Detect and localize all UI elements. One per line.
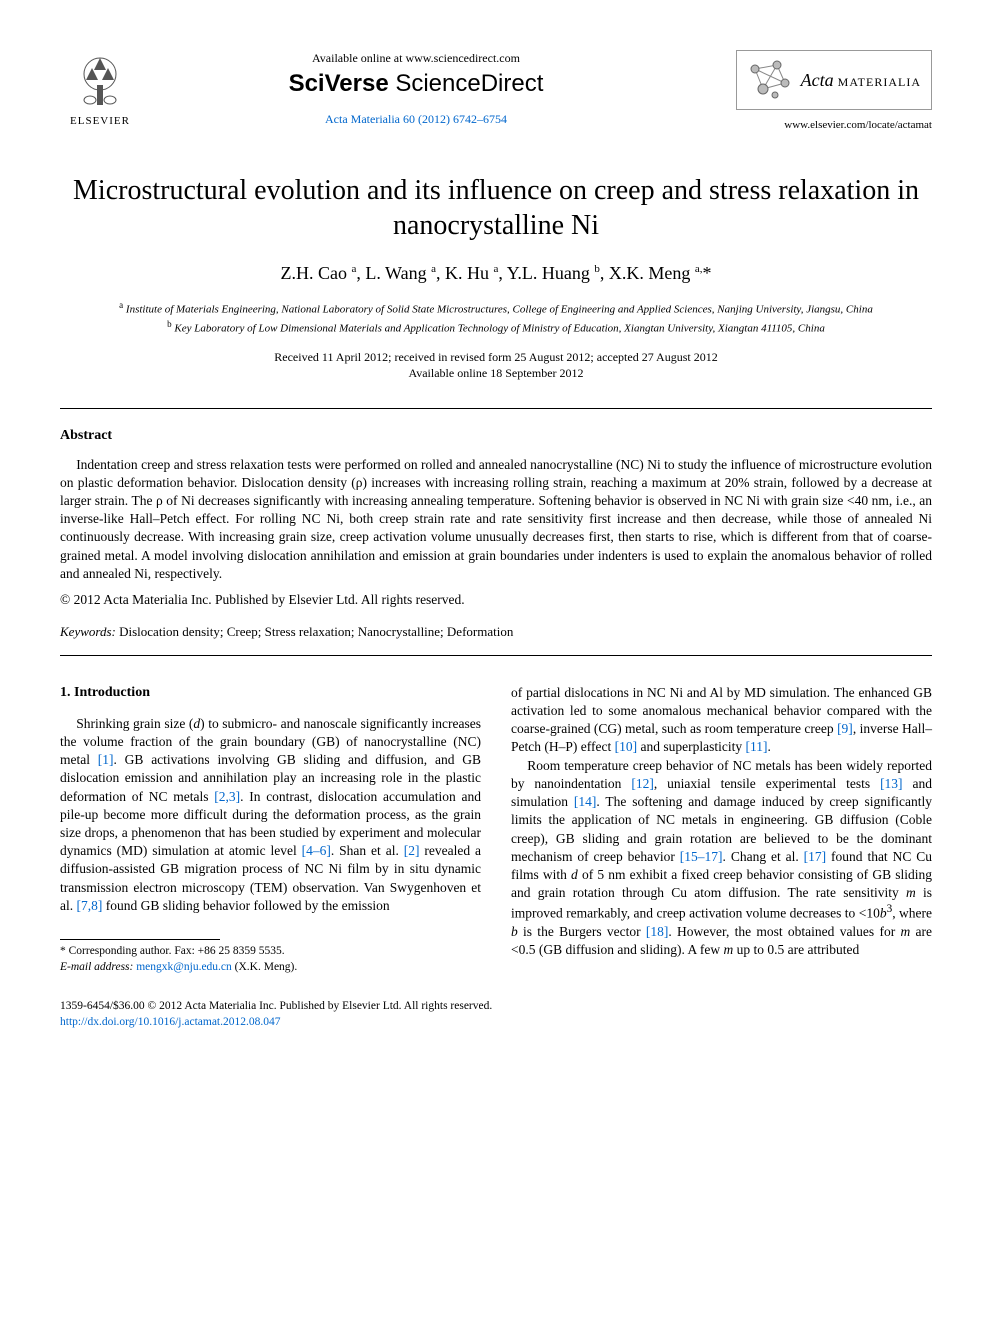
rule-bottom (60, 655, 932, 656)
elsevier-logo: ELSEVIER (60, 50, 140, 129)
affiliations: a Institute of Materials Engineering, Na… (60, 299, 932, 337)
email-line: E-mail address: mengxk@nju.edu.cn (X.K. … (60, 960, 481, 976)
ref-link[interactable]: [9] (837, 721, 853, 736)
journal-network-icon (747, 57, 793, 103)
journal-mark: Acta MATERIALIA (736, 50, 932, 110)
ref-link[interactable]: [15–17] (680, 849, 723, 864)
ref-link[interactable]: [13] (880, 776, 903, 791)
ref-link[interactable]: [14] (574, 794, 597, 809)
footnotes: * Corresponding author. Fax: +86 25 8359… (60, 944, 481, 975)
ref-link[interactable]: [4–6] (302, 843, 331, 858)
ref-link[interactable]: [17] (804, 849, 827, 864)
journal-url: www.elsevier.com/locate/actamat (692, 118, 932, 133)
section-1-heading: 1. Introduction (60, 684, 481, 703)
author-list: Z.H. Cao a, L. Wang a, K. Hu a, Y.L. Hua… (60, 261, 932, 285)
ref-link[interactable]: [12] (631, 776, 654, 791)
journal-name-italic: Acta (801, 70, 834, 90)
sciverse-bold: SciVerse (289, 70, 389, 97)
affiliation-a: Institute of Materials Engineering, Nati… (126, 304, 873, 316)
email-label: E-mail address: (60, 961, 136, 973)
corresponding-author: * Corresponding author. Fax: +86 25 8359… (60, 944, 481, 960)
rule-top (60, 408, 932, 409)
ref-link[interactable]: [2,3] (214, 789, 240, 804)
elsevier-tree-icon (70, 50, 130, 110)
footnote-rule (60, 939, 220, 940)
ref-link[interactable]: [10] (615, 739, 638, 754)
intro-para-right-2: Room temperature creep behavior of NC me… (511, 757, 932, 960)
keywords-label: Keywords: (60, 624, 116, 639)
sciverse-logo: SciVerse ScienceDirect (164, 68, 668, 100)
abstract-block: Abstract Indentation creep and stress re… (60, 427, 932, 610)
citation-link[interactable]: Acta Materialia 60 (2012) 6742–6754 (325, 112, 507, 126)
column-right: of partial dislocations in NC Ni and Al … (511, 684, 932, 975)
abstract-text: Indentation creep and stress relaxation … (60, 456, 932, 584)
journal-name-caps: MATERIALIA (834, 75, 921, 89)
date-block: Received 11 April 2012; received in revi… (60, 349, 932, 381)
journal-name: Acta MATERIALIA (801, 68, 921, 92)
ref-link[interactable]: [7,8] (77, 898, 103, 913)
paper-title: Microstructural evolution and its influe… (60, 173, 932, 243)
bottom-meta: 1359-6454/$36.00 © 2012 Acta Materialia … (60, 999, 932, 1030)
available-online-text: Available online at www.sciencedirect.co… (164, 50, 668, 66)
sciverse-light: ScienceDirect (389, 70, 544, 97)
issn-line: 1359-6454/$36.00 © 2012 Acta Materialia … (60, 999, 932, 1015)
dates-line2: Available online 18 September 2012 (60, 365, 932, 381)
affiliation-b: Key Laboratory of Low Dimensional Materi… (174, 323, 824, 335)
abstract-heading: Abstract (60, 427, 932, 446)
ref-link[interactable]: [2] (404, 843, 420, 858)
email-suffix: (X.K. Meng). (232, 961, 297, 973)
column-left: 1. Introduction Shrinking grain size (d)… (60, 684, 481, 975)
elsevier-label: ELSEVIER (70, 114, 130, 129)
abstract-copyright: © 2012 Acta Materialia Inc. Published by… (60, 591, 932, 609)
paper-header: ELSEVIER Available online at www.science… (60, 50, 932, 133)
ref-link[interactable]: [1] (98, 752, 114, 767)
doi-link[interactable]: http://dx.doi.org/10.1016/j.actamat.2012… (60, 1016, 281, 1028)
ref-link[interactable]: [18] (646, 924, 669, 939)
header-center: Available online at www.sciencedirect.co… (164, 50, 668, 129)
intro-para-right-1: of partial dislocations in NC Ni and Al … (511, 684, 932, 757)
email-link[interactable]: mengxk@nju.edu.cn (136, 961, 232, 973)
keywords-text: Dislocation density; Creep; Stress relax… (116, 624, 513, 639)
journal-logo-block: Acta MATERIALIA www.elsevier.com/locate/… (692, 50, 932, 133)
body-columns: 1. Introduction Shrinking grain size (d)… (60, 684, 932, 975)
intro-para-left: Shrinking grain size (d) to submicro- an… (60, 715, 481, 915)
dates-line1: Received 11 April 2012; received in revi… (60, 349, 932, 365)
keywords-line: Keywords: Dislocation density; Creep; St… (60, 623, 932, 641)
ref-link[interactable]: [11] (745, 739, 767, 754)
